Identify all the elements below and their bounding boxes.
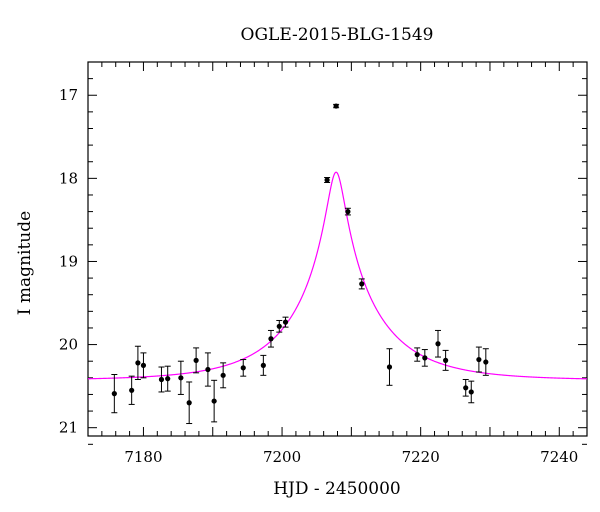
data-point (386, 364, 393, 370)
data-point (158, 376, 165, 383)
plot-area: 7180 7200 7220 7240 17 18 19 20 21 (59, 61, 588, 466)
data-point (111, 391, 117, 397)
data-point (240, 365, 246, 371)
data-point (140, 362, 147, 368)
data-point (205, 366, 211, 373)
data-point (414, 351, 420, 358)
data-point (260, 362, 266, 368)
data-point (345, 209, 351, 215)
data-point (476, 356, 482, 363)
y-tick-label: 19 (59, 252, 78, 270)
data-point (359, 281, 365, 287)
y-tick-label: 20 (59, 336, 78, 354)
data-point (186, 400, 192, 406)
x-tick-label: 7180 (124, 448, 162, 466)
data-point (129, 387, 135, 393)
data-point (276, 323, 282, 329)
data-point (193, 357, 199, 363)
y-axis-label: I magnitude (15, 211, 35, 315)
data-point (220, 372, 226, 378)
data-point (165, 376, 171, 382)
data-point (268, 336, 274, 342)
model-curve (88, 171, 588, 380)
data-point (333, 103, 339, 109)
y-tick-label: 21 (59, 419, 78, 437)
data-point (178, 375, 184, 381)
x-tick-label: 7220 (402, 448, 440, 466)
data-point (282, 319, 289, 325)
x-axis-label: HJD - 2450000 (273, 479, 401, 499)
y-tick-label: 18 (59, 169, 78, 187)
data-point (468, 389, 474, 395)
data-point (324, 177, 330, 183)
y-tick-label: 17 (59, 86, 78, 104)
x-tick-label: 7200 (263, 448, 301, 466)
data-point (483, 359, 489, 365)
data-point (135, 360, 141, 366)
data-point (443, 357, 449, 363)
data-point (211, 398, 217, 404)
x-tick-label: 7240 (540, 448, 578, 466)
chart-title: OGLE-2015-BLG-1549 (241, 25, 434, 45)
data-point (422, 355, 428, 361)
data-point (435, 341, 441, 347)
data-point (463, 385, 469, 391)
